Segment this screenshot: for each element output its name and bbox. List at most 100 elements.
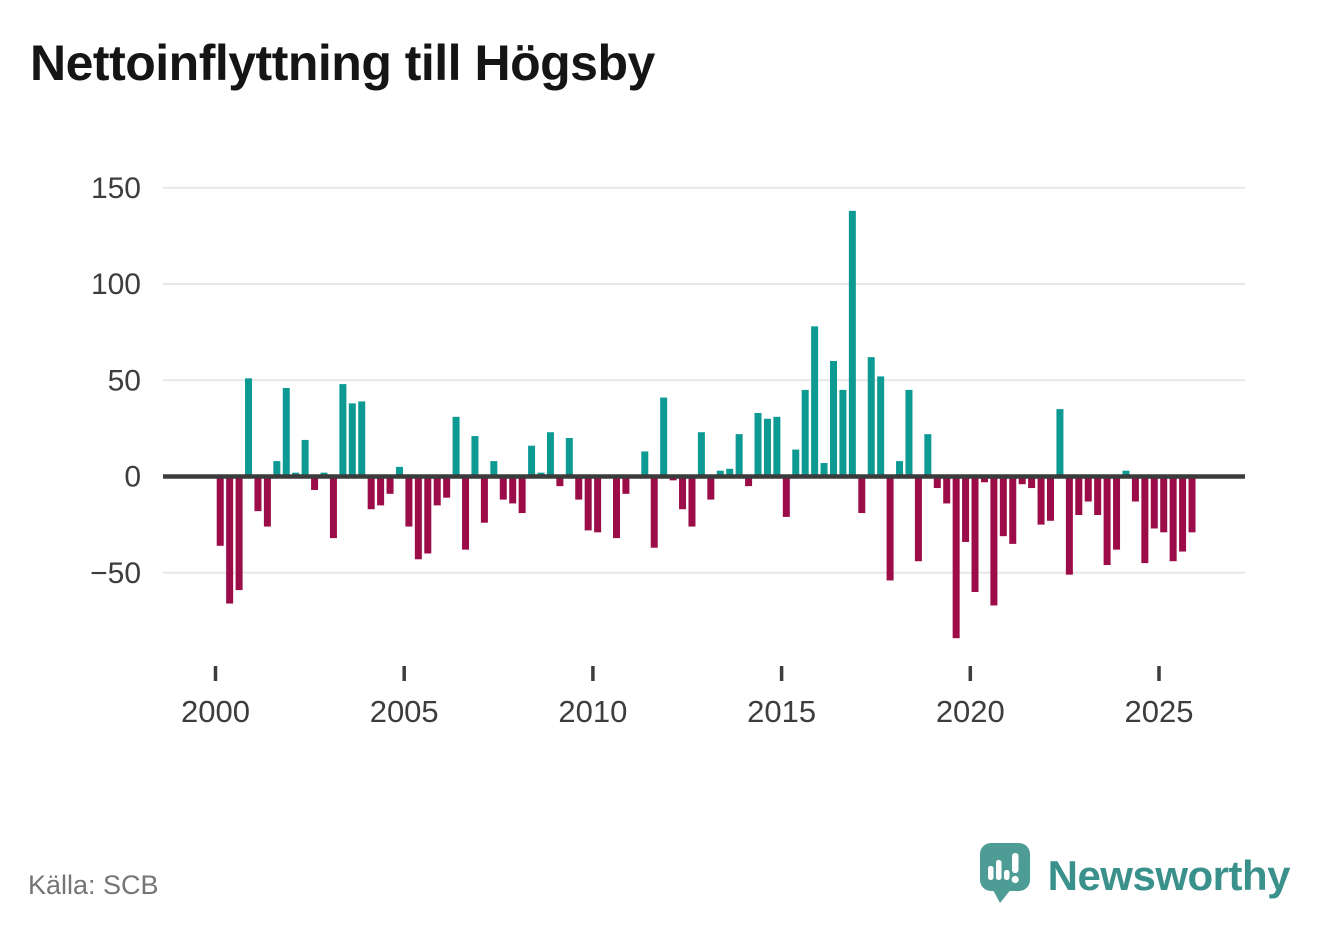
- bar-2010q4: [622, 476, 630, 494]
- bar-2014q1: [745, 476, 753, 487]
- bar-2021q1: [1009, 476, 1017, 544]
- bar-2022q2: [1056, 409, 1064, 477]
- bar-2018q4: [924, 434, 932, 477]
- bar-2020q2: [980, 476, 988, 483]
- bar-2008q1: [518, 476, 526, 514]
- bar-2024q4: [1150, 476, 1158, 529]
- bar-2019q4: [962, 476, 970, 542]
- speech-bubble-tail: [991, 888, 1012, 903]
- bar-2024q2: [1131, 476, 1139, 502]
- bar-2005q2: [414, 476, 422, 560]
- bar-2006q2: [452, 416, 460, 477]
- bar-2008q4: [546, 432, 554, 477]
- y-axis-label: 150: [91, 172, 141, 205]
- bar-2007q1: [480, 476, 488, 523]
- bar-2020q4: [999, 476, 1007, 537]
- bar-2006q4: [471, 436, 479, 477]
- bar-2004q3: [386, 476, 394, 494]
- bar-2007q3: [499, 476, 507, 500]
- bar-2010q3: [612, 476, 620, 539]
- bar-2016q2: [829, 361, 837, 477]
- bar-2000q1: [216, 476, 224, 546]
- bar-2017q3: [877, 376, 885, 477]
- bar-2012q3: [688, 476, 696, 527]
- logo-bar-icon: [1003, 870, 1010, 880]
- bar-2023q3: [1103, 476, 1111, 566]
- bar-2005q4: [433, 476, 441, 506]
- page-title: Nettoinflyttning till Högsby: [30, 35, 655, 91]
- bar-2006q1: [443, 476, 451, 498]
- bar-2019q2: [943, 476, 951, 504]
- bar-2001q4: [282, 387, 290, 477]
- bar-2019q3: [952, 476, 960, 639]
- bar-2019q1: [933, 476, 941, 489]
- bar-2000q4: [245, 378, 253, 477]
- bar-2000q3: [235, 476, 243, 591]
- bar-2001q1: [254, 476, 262, 512]
- bar-2016q1: [820, 463, 828, 477]
- bar-2017q1: [858, 476, 866, 514]
- bar-2009q1: [556, 476, 564, 487]
- bar-2023q2: [1094, 476, 1102, 515]
- bar-2007q4: [509, 476, 517, 504]
- bar-2004q4: [395, 466, 403, 477]
- y-axis-label: 0: [124, 461, 141, 494]
- bar-2009q4: [584, 476, 592, 531]
- x-axis-label: 2000: [181, 694, 250, 729]
- bar-2015q4: [811, 326, 819, 477]
- x-axis-label: 2025: [1125, 694, 1194, 729]
- bar-2001q3: [273, 461, 281, 477]
- bar-2024q3: [1141, 476, 1149, 564]
- bar-2007q2: [490, 461, 498, 477]
- source-note: Källa: SCB: [28, 870, 159, 900]
- bar-2011q2: [641, 451, 649, 477]
- x-axis-label: 2015: [747, 694, 816, 729]
- bar-2024q1: [1122, 470, 1130, 477]
- bar-2009q2: [565, 438, 573, 477]
- bar-2002q3: [311, 476, 319, 490]
- bar-2025q1: [1160, 476, 1168, 533]
- bar-2011q3: [650, 476, 658, 548]
- bar-2013q4: [735, 434, 743, 477]
- bar-2025q2: [1169, 476, 1177, 562]
- bar-2000q2: [226, 476, 234, 604]
- bar-2010q1: [594, 476, 602, 533]
- bar-2002q2: [301, 439, 309, 477]
- bar-2003q4: [358, 401, 366, 477]
- bar-2012q4: [697, 432, 705, 477]
- bar-2020q3: [990, 476, 998, 606]
- bar-2004q2: [377, 476, 385, 506]
- y-axis-label: 100: [91, 268, 141, 301]
- newsworthy-brand: Newsworthy: [979, 843, 1291, 909]
- bar-2014q4: [773, 416, 781, 477]
- bar-2006q3: [462, 476, 470, 550]
- brand-name: Newsworthy: [1047, 852, 1291, 899]
- bar-2015q3: [801, 389, 809, 477]
- bar-2025q4: [1188, 476, 1196, 533]
- bar-2013q1: [707, 476, 715, 500]
- bar-2022q1: [1046, 476, 1054, 521]
- bar-2009q3: [575, 476, 583, 500]
- bar-2014q3: [763, 418, 771, 477]
- x-axis-label: 2005: [370, 694, 439, 729]
- bar-2017q4: [886, 476, 894, 581]
- bar-2012q2: [679, 476, 687, 510]
- bar-2021q3: [1028, 476, 1036, 489]
- logo-bar-icon: [995, 860, 1002, 880]
- bar-2003q3: [348, 403, 356, 477]
- bar-2004q1: [367, 476, 375, 510]
- x-axis-label: 2010: [558, 694, 627, 729]
- bar-2005q1: [405, 476, 413, 527]
- newsworthy-logo-icon: [979, 843, 1030, 903]
- y-axis-label: 50: [108, 364, 141, 397]
- bar-2001q2: [263, 476, 271, 527]
- bar-2018q2: [905, 389, 913, 477]
- bar-2011q4: [660, 397, 668, 477]
- bar-2003q2: [339, 384, 347, 477]
- bar-2015q1: [782, 476, 790, 517]
- bar-2016q4: [848, 210, 856, 477]
- bar-2023q4: [1113, 476, 1121, 550]
- logo-exclamation-dot: [1011, 875, 1019, 884]
